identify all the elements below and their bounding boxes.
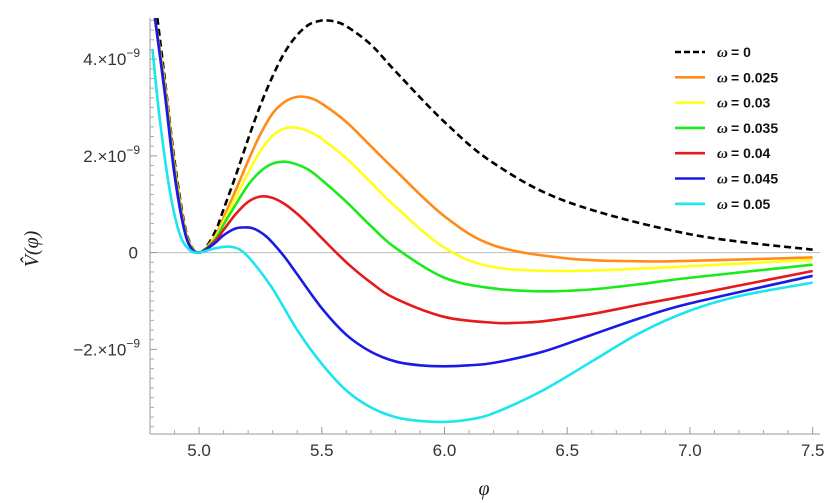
legend-symbol-5: ω: [717, 172, 728, 188]
y-tick-label: 0: [129, 244, 138, 263]
legend-label-1: = 0.025: [731, 69, 778, 85]
legend-symbol-2: ω: [717, 96, 728, 112]
series-layer: [151, 18, 813, 424]
legend-label-4: = 0.04: [731, 145, 771, 161]
y-tick-label: 2.×10−9: [83, 143, 140, 166]
series-line-4: [153, 18, 813, 325]
legend-label-5: = 0.045: [731, 171, 778, 187]
legend-label-6: = 0.05: [731, 196, 771, 212]
y-tick-label: −2.×10−9: [73, 336, 140, 359]
x-tick-label: 7.5: [801, 441, 825, 460]
series-line-5: [153, 18, 813, 368]
legend-label-0: = 0: [731, 44, 751, 60]
legend-symbol-0: ω: [717, 45, 728, 61]
x-tick-label: 5.5: [310, 441, 334, 460]
series-line-2: [153, 18, 813, 273]
legend-symbol-4: ω: [717, 146, 728, 162]
legend-label-3: = 0.035: [731, 120, 778, 136]
series-line-3: [153, 18, 813, 293]
y-tick-label: 4.×10−9: [83, 46, 140, 69]
x-tick-label: 5.0: [187, 441, 211, 460]
legend-symbol-3: ω: [717, 121, 728, 137]
x-tick-label: 6.0: [433, 441, 457, 460]
x-axis-title: φ: [478, 478, 489, 500]
legend-label-2: = 0.03: [731, 95, 771, 111]
y-tick-exponent: −9: [126, 46, 140, 60]
y-tick-exponent: −9: [126, 143, 140, 157]
series-line-6: [151, 49, 813, 424]
series-line-0: [156, 18, 813, 254]
legend-symbol-1: ω: [717, 70, 728, 86]
axes: 5.0 5.5 6.0 6.5 7.0 7.5 4.×10−9 2.×10−9 0 −2.×10−…: [73, 18, 824, 460]
series-line-1: [153, 18, 813, 263]
x-tick-label: 7.0: [678, 441, 702, 460]
y-tick-exponent: −9: [126, 336, 140, 350]
y-axis-title: V̂(φ): [20, 230, 43, 267]
x-tick-label: 6.5: [555, 441, 579, 460]
legend-symbol-6: ω: [717, 197, 728, 213]
